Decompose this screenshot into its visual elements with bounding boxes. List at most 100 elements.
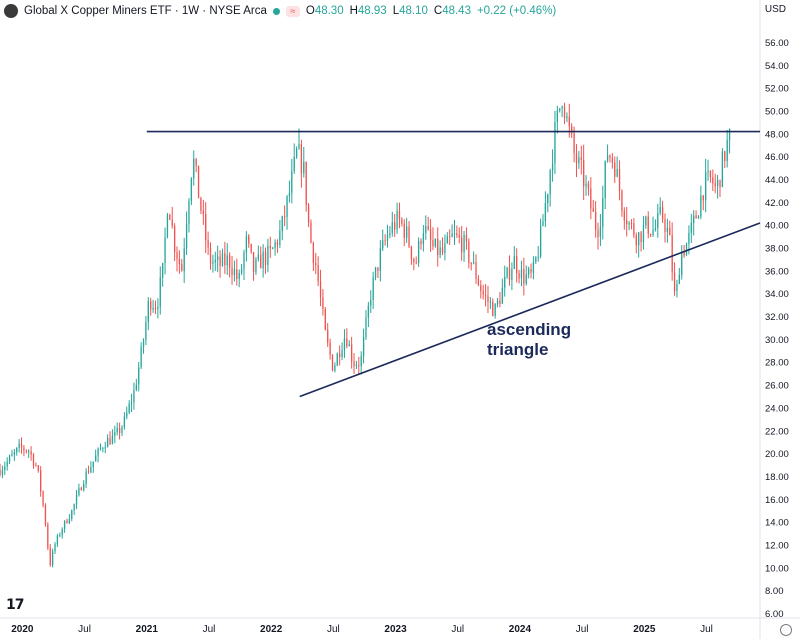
candle-body — [267, 245, 269, 265]
symbol-logo-icon[interactable] — [4, 4, 18, 18]
candle-body — [317, 264, 319, 282]
candle-body — [367, 305, 370, 318]
candle-body — [135, 384, 138, 391]
candle-body — [585, 183, 587, 187]
ohlc-open: O48.30 — [305, 5, 344, 17]
price-tick-label: 38.00 — [765, 244, 789, 255]
candle-body — [23, 447, 25, 451]
candle-body — [661, 207, 664, 220]
candle-body — [362, 337, 365, 357]
candle-body — [240, 268, 243, 273]
candle-body — [358, 365, 360, 367]
candle-body — [269, 245, 271, 249]
candle-body — [638, 232, 640, 246]
candle-body — [286, 196, 288, 217]
candle-body — [606, 155, 609, 162]
candle-body — [130, 402, 133, 404]
time-tick-label: 2020 — [11, 624, 34, 635]
candle-body — [537, 256, 539, 258]
price-tick-label: 46.00 — [765, 152, 789, 163]
price-axis[interactable]: 6.00 8.00 10.00 12.00 14.00 16.00 18.00 20.00 22… — [765, 38, 789, 620]
candle-body — [592, 208, 594, 212]
candle-body — [54, 544, 56, 552]
candle-body — [501, 287, 503, 304]
candle-body — [496, 300, 499, 305]
candle-body — [59, 535, 61, 537]
price-tick-label: 28.00 — [765, 358, 789, 369]
candle-body — [343, 338, 346, 351]
candle-body — [42, 491, 44, 506]
candle-body — [451, 233, 453, 237]
candle-body — [75, 495, 78, 505]
price-tick-label: 22.00 — [765, 426, 789, 437]
candle-body — [707, 171, 709, 173]
candle-body — [504, 276, 506, 288]
candle-body — [176, 252, 178, 259]
candle-body — [470, 262, 472, 264]
time-tick-label: 2021 — [136, 624, 159, 635]
candle-body — [116, 428, 118, 433]
candle-body — [728, 128, 731, 140]
candle-body — [456, 233, 458, 236]
candle-body — [480, 285, 482, 292]
candle-body — [1, 470, 4, 475]
candle-body — [446, 236, 448, 244]
price-tick-label: 32.00 — [765, 312, 789, 323]
candle-body — [683, 251, 685, 256]
candle-body — [310, 222, 312, 243]
candle-body — [6, 461, 8, 467]
candle-body — [408, 226, 410, 247]
candle-body — [685, 243, 688, 256]
candle-body — [162, 263, 164, 278]
candle-body — [590, 188, 592, 209]
candle-body — [173, 225, 176, 253]
candle-body — [666, 227, 669, 232]
candle-body — [401, 219, 403, 224]
candle-body — [106, 437, 109, 448]
candle-body — [626, 220, 628, 225]
candle-body — [255, 259, 257, 273]
candle-body — [382, 240, 384, 249]
settings-icon[interactable] — [780, 624, 792, 636]
candle-body — [281, 216, 283, 231]
tradingview-logo-icon[interactable]: 17 — [6, 597, 25, 613]
price-change: +0.22 (+0.46%) — [476, 5, 557, 17]
candle-body — [248, 235, 250, 244]
candle-body — [346, 338, 348, 347]
candle-body — [453, 233, 456, 235]
candle-body — [630, 223, 633, 225]
candle-body — [303, 161, 305, 174]
currency-label[interactable]: USD — [764, 4, 786, 15]
candle-body — [716, 180, 719, 186]
symbol-title[interactable]: Global X Copper Miners ETF · 1W · NYSE A… — [24, 5, 267, 17]
candle-body — [319, 281, 322, 298]
candle-body — [226, 255, 228, 266]
candle-body — [616, 169, 618, 177]
candle-body — [32, 454, 35, 466]
candle-body — [51, 551, 54, 566]
price-tick-label: 12.00 — [765, 540, 789, 551]
wave-icon[interactable]: ≈ — [285, 5, 300, 17]
candle-body — [262, 251, 264, 269]
candle-body — [614, 162, 616, 177]
candle-body — [327, 329, 329, 343]
candle-body — [609, 155, 611, 158]
candle-body — [140, 347, 142, 368]
candle-body — [389, 232, 391, 235]
candle-body — [506, 267, 508, 277]
candle-body — [11, 454, 13, 457]
candle-body — [35, 465, 37, 467]
candle-body — [102, 448, 104, 450]
candles — [0, 102, 731, 568]
price-tick-label: 16.00 — [765, 495, 789, 506]
time-axis[interactable]: 2020 Jul 2021 Jul 2022 Jul 2023 Jul 2024 Jul 2025 J… — [11, 624, 713, 635]
candle-body — [78, 488, 80, 496]
candle-body — [587, 183, 590, 189]
candle-body — [458, 235, 460, 238]
candle-body — [427, 226, 429, 230]
candle-body — [434, 238, 437, 247]
candle-body — [152, 308, 154, 310]
drawings — [146, 130, 761, 398]
